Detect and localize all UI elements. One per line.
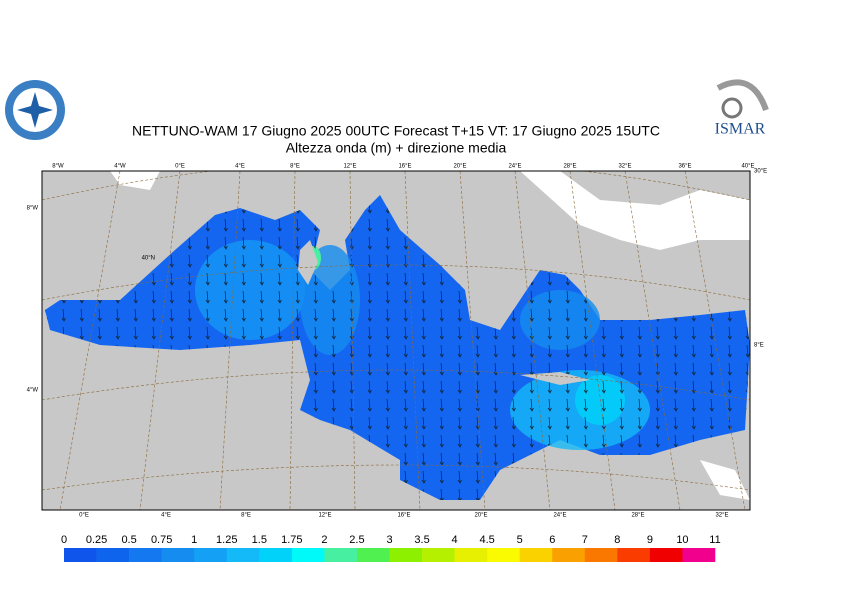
legend-label: 3.5 xyxy=(414,534,429,546)
legend-swatch xyxy=(259,548,293,562)
lon-label: 8°E xyxy=(241,513,251,519)
legend-label: 6 xyxy=(549,534,555,546)
legend-swatch xyxy=(617,548,651,562)
legend-label: 1.25 xyxy=(216,534,237,546)
legend-label: 0.75 xyxy=(151,534,172,546)
legend-label: 10 xyxy=(676,534,688,546)
legend-swatch xyxy=(356,548,390,562)
legend-swatch xyxy=(454,548,488,562)
lon-label: 4°E xyxy=(161,513,171,519)
legend-label: 1.5 xyxy=(252,534,267,546)
legend-swatch xyxy=(291,548,325,562)
lat-label: 40°N xyxy=(142,256,155,262)
lon-label: 28°E xyxy=(563,164,576,170)
legend-swatch xyxy=(226,548,260,562)
legend-label: 8 xyxy=(614,534,620,546)
legend-label: 0.25 xyxy=(86,534,107,546)
lon-label: 4°W xyxy=(114,164,126,170)
legend-label: 7 xyxy=(582,534,588,546)
lon-label: 24°E xyxy=(508,164,521,170)
legend-swatch xyxy=(161,548,195,562)
legend-label: 2.5 xyxy=(349,534,364,546)
lon-label: 40°E xyxy=(741,164,754,170)
lon-label: 24°E xyxy=(553,513,566,519)
legend-swatch xyxy=(649,548,683,562)
lon-label: 0°E xyxy=(175,164,185,170)
lon-label: 16°E xyxy=(397,513,410,519)
lon-label: 0°E xyxy=(79,513,89,519)
legend-swatch xyxy=(194,548,228,562)
lon-label: 28°E xyxy=(631,513,644,519)
legend-swatch xyxy=(584,548,618,562)
legend-swatch xyxy=(422,548,455,562)
legend-swatch xyxy=(129,548,162,562)
lat-label: 8°E xyxy=(754,343,764,349)
legend-label: 9 xyxy=(647,534,653,546)
logo-text: ISMAR xyxy=(715,121,766,138)
legend-label: 1 xyxy=(191,534,197,546)
lon-label: 8°E xyxy=(290,164,300,170)
lon-label: 32°E xyxy=(715,513,728,519)
legend-label: 5 xyxy=(517,534,523,546)
map xyxy=(42,171,750,510)
legend-label: 4 xyxy=(452,534,458,546)
lon-label: 16°E xyxy=(398,164,411,170)
lon-label: 12°E xyxy=(318,513,331,519)
subtitle: Altezza onda (m) + direzione media xyxy=(286,140,507,156)
lon-label: 20°E xyxy=(474,513,487,519)
lon-label: 12°E xyxy=(343,164,356,170)
title: NETTUNO-WAM 17 Giugno 2025 00UTC Forecas… xyxy=(132,123,660,139)
lon-label: 20°E xyxy=(453,164,466,170)
left-logo xyxy=(5,80,65,140)
lat-label: 8°W xyxy=(27,206,39,212)
legend-swatch xyxy=(96,548,130,562)
legend-swatch xyxy=(487,548,520,562)
legend-label: 2 xyxy=(321,534,327,546)
legend-swatch xyxy=(519,548,553,562)
legend-swatch xyxy=(552,548,586,562)
lon-label: 32°E xyxy=(618,164,631,170)
right-logo: ISMAR xyxy=(710,78,770,140)
legend-label: 0 xyxy=(61,534,67,546)
lon-label: 8°W xyxy=(52,164,64,170)
legend-swatch xyxy=(64,548,97,562)
lat-label: 4°W xyxy=(27,388,39,394)
legend-label: 0.5 xyxy=(121,534,136,546)
lon-label: 4°E xyxy=(235,164,245,170)
lat-label: 30°E xyxy=(754,169,767,175)
legend-label: 11 xyxy=(709,534,720,546)
legend-label: 1.75 xyxy=(281,534,302,546)
legend-label: 3 xyxy=(386,534,392,546)
lon-label: 36°E xyxy=(678,164,691,170)
legend-swatch xyxy=(682,548,716,562)
legend-swatch xyxy=(389,548,423,562)
legend-swatch xyxy=(324,548,358,562)
legend-label: 4.5 xyxy=(480,534,495,546)
map-frame xyxy=(41,170,751,511)
